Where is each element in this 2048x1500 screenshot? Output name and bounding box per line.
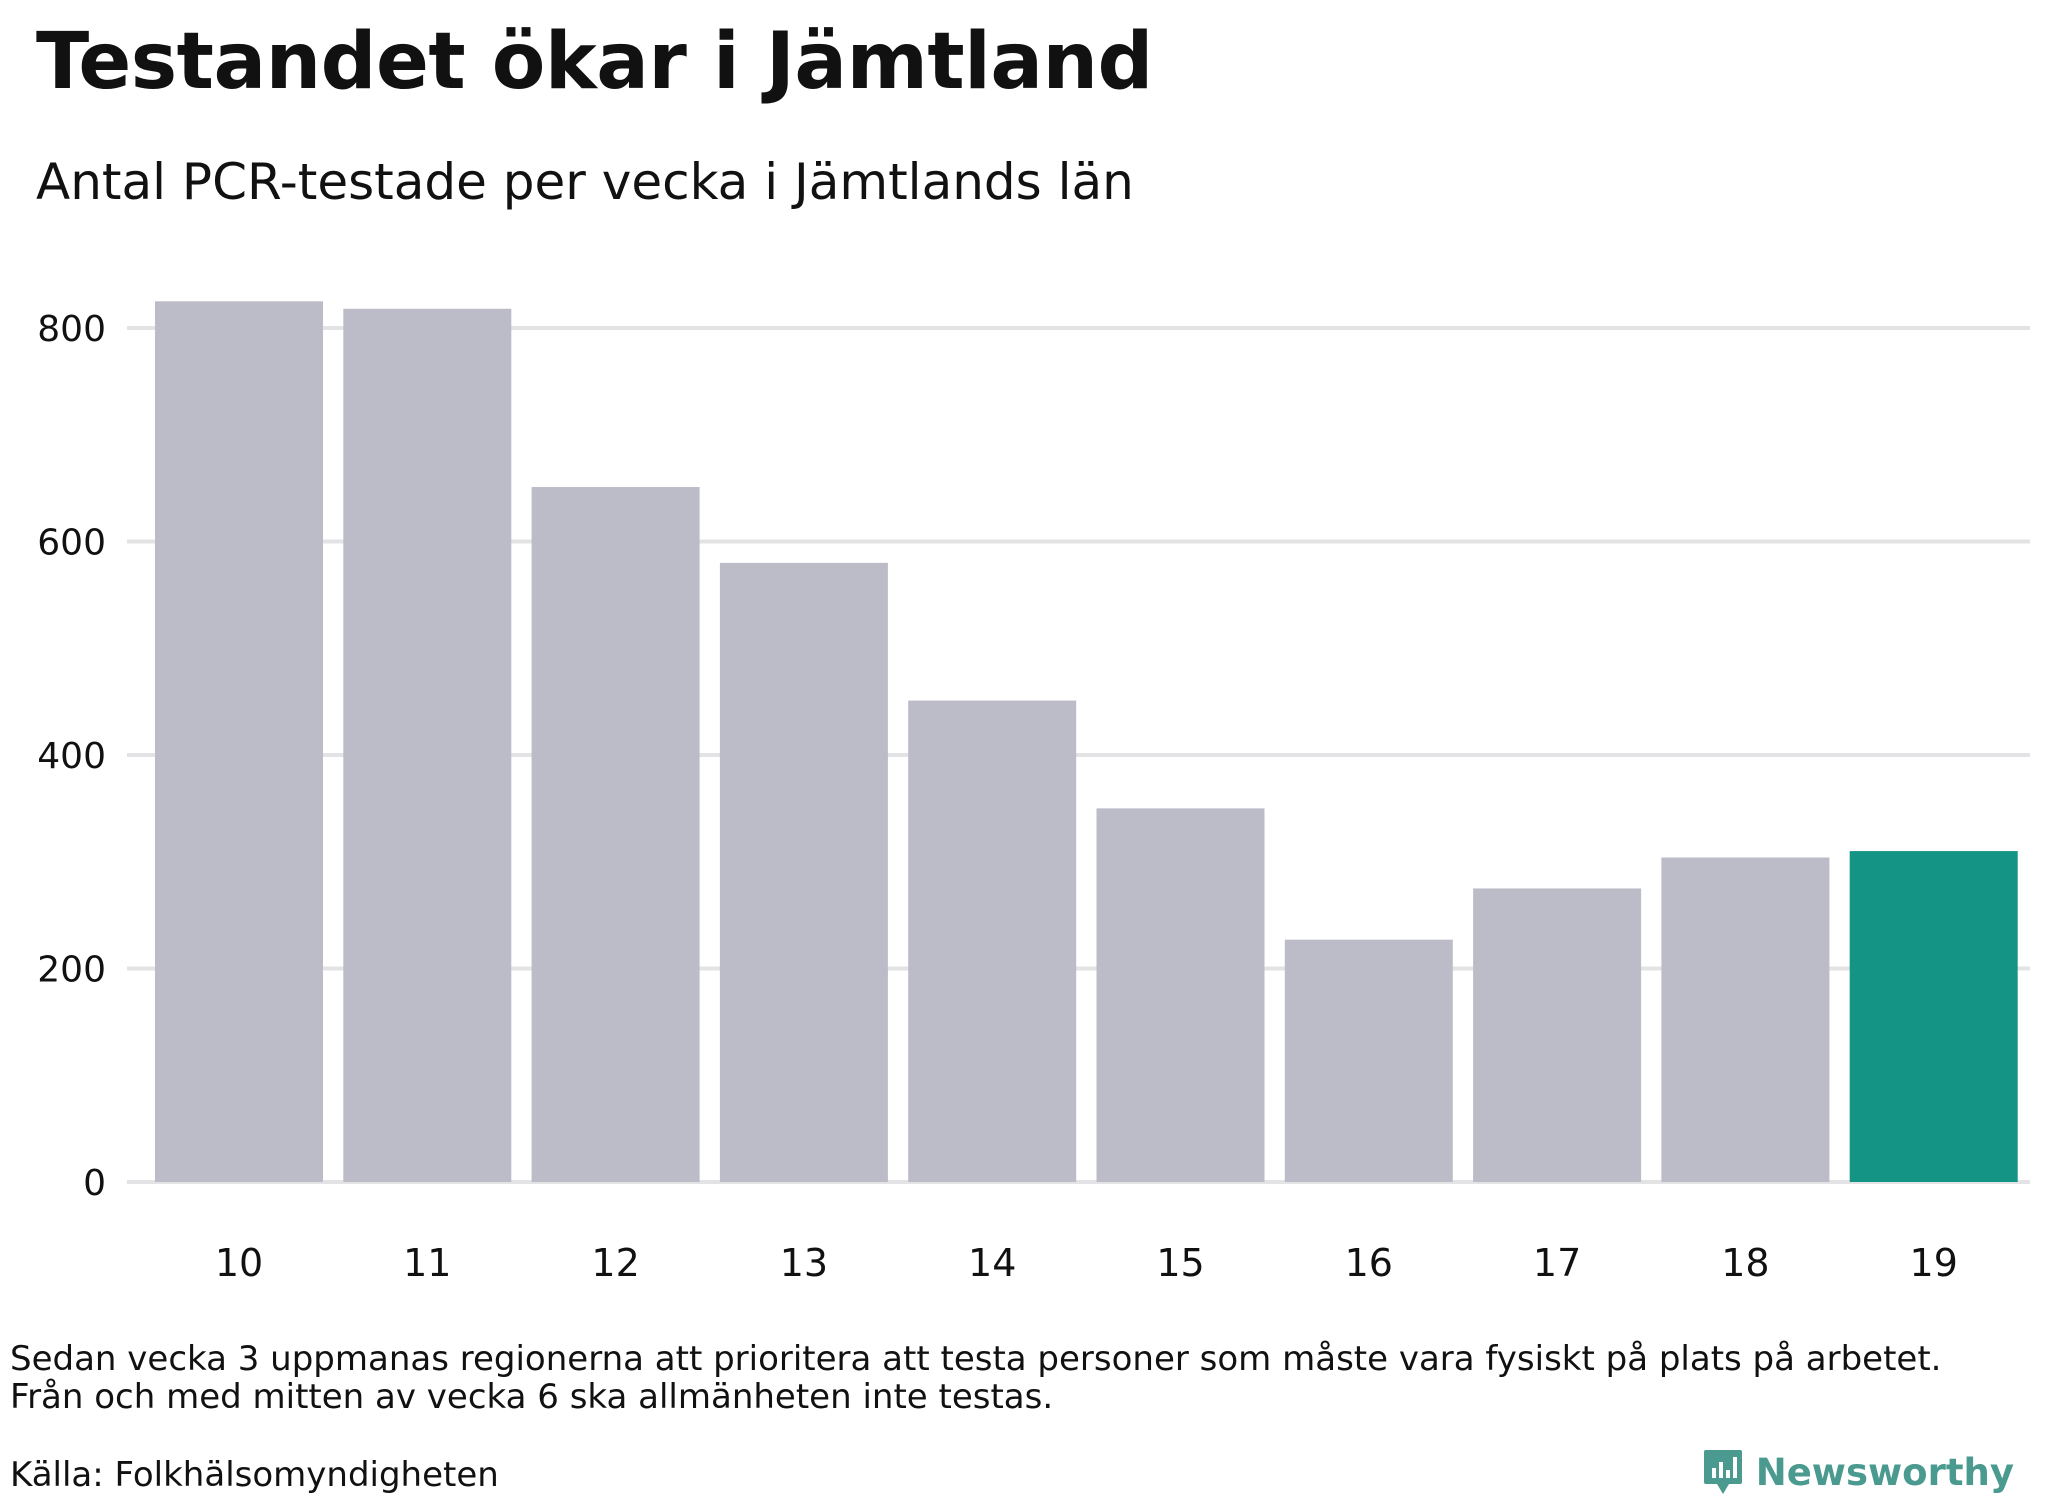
- y-tick-label: 0: [83, 1163, 106, 1204]
- bar: [1661, 857, 1830, 1182]
- bar: [155, 301, 323, 1182]
- x-tick-label: 16: [1345, 1241, 1393, 1285]
- bar: [908, 700, 1077, 1182]
- note-line-2: Från och med mitten av vecka 6 ska allmä…: [10, 1377, 1054, 1418]
- bar: [1284, 939, 1453, 1182]
- bar: [343, 308, 512, 1182]
- x-tick-label: 15: [1156, 1241, 1204, 1285]
- bar: [719, 562, 888, 1182]
- y-tick-label: 200: [37, 950, 106, 991]
- note-line-1: Sedan vecka 3 uppmanas regionerna att pr…: [10, 1339, 1942, 1379]
- source-text: Källa: Folkhälsomyndigheten: [10, 1455, 499, 1495]
- x-tick-label: 11: [403, 1241, 451, 1285]
- brand-name: Newsworthy: [1755, 1450, 2014, 1494]
- newsworthy-logo-icon: [1703, 1450, 1742, 1494]
- bar: [1473, 888, 1642, 1182]
- y-axis-ticks: 0 200 400 600 800: [37, 309, 106, 1204]
- chart-subtitle: Antal PCR-testade per vecka i Jämtlands …: [36, 153, 1134, 211]
- y-tick-label: 400: [37, 736, 106, 777]
- y-tick-label: 600: [37, 523, 106, 564]
- x-tick-label: 10: [215, 1241, 263, 1285]
- x-tick-label: 13: [780, 1241, 828, 1285]
- chart-title: Testandet ökar i Jämtland: [36, 17, 1153, 107]
- x-tick-label: 18: [1721, 1241, 1769, 1285]
- bars: [155, 301, 2018, 1182]
- x-tick-label: 17: [1533, 1241, 1581, 1285]
- bar-chart: 0 200 400 600 800 10 11 12 13 14 15 16 17 18 19: [37, 301, 2030, 1285]
- bar: [1096, 808, 1265, 1182]
- x-tick-label: 14: [968, 1241, 1016, 1285]
- x-tick-label: 12: [591, 1241, 639, 1285]
- bar: [531, 487, 700, 1182]
- x-tick-label: 19: [1910, 1241, 1958, 1285]
- chart-note: Sedan vecka 3 uppmanas regionerna att pr…: [10, 1340, 2040, 1416]
- x-axis-ticks: 10 11 12 13 14 15 16 17 18 19: [215, 1241, 1958, 1285]
- brand-logo[interactable]: Newsworthy: [1702, 1448, 2014, 1496]
- bar: [1849, 851, 2018, 1182]
- y-tick-label: 800: [37, 309, 106, 350]
